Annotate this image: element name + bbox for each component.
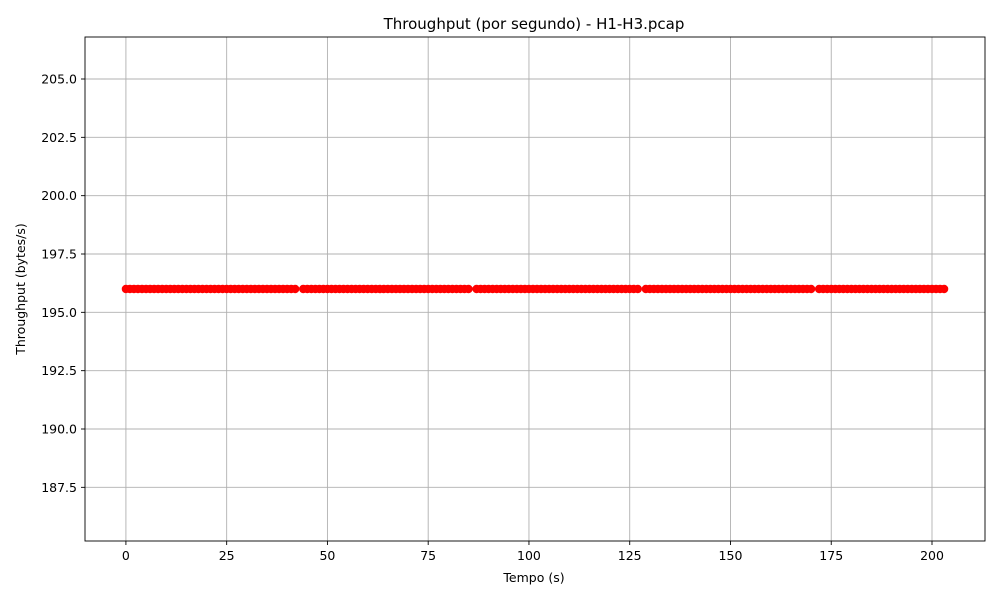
y-tick-label: 192.5 — [41, 363, 77, 378]
x-tick-label: 100 — [517, 548, 541, 563]
x-tick-label: 150 — [719, 548, 743, 563]
x-tick-label: 0 — [122, 548, 130, 563]
chart-title: Throughput (por segundo) - H1-H3.pcap — [383, 15, 685, 33]
plot-frame — [84, 36, 986, 542]
data-point — [806, 284, 816, 294]
y-axis-ticks: 187.5 190.0 192.5 195.0 197.5 200.0 202.5 205.0 — [41, 72, 85, 495]
y-tick-label: 195.0 — [41, 305, 77, 320]
x-axis-ticks: 0 25 50 75 100 125 150 175 200 — [122, 541, 944, 563]
data-point — [464, 284, 473, 294]
data-point — [290, 284, 300, 294]
data-points — [121, 284, 949, 294]
x-tick-label: 175 — [819, 548, 843, 563]
x-tick-label: 25 — [219, 548, 235, 563]
y-tick-label: 190.0 — [41, 422, 77, 437]
y-tick-label: 205.0 — [41, 72, 77, 87]
x-tick-label: 75 — [420, 548, 436, 563]
data-point — [939, 284, 949, 294]
x-axis-label: Tempo (s) — [502, 570, 564, 585]
y-tick-label: 202.5 — [41, 130, 77, 145]
y-tick-label: 200.0 — [41, 188, 77, 203]
x-tick-label: 200 — [920, 548, 944, 563]
y-tick-label: 197.5 — [41, 247, 77, 262]
x-tick-label: 125 — [618, 548, 642, 563]
y-tick-label: 187.5 — [41, 480, 77, 495]
data-point — [633, 284, 642, 294]
y-axis-label: Throughput (bytes/s) — [13, 223, 28, 356]
x-tick-label: 50 — [319, 548, 335, 563]
